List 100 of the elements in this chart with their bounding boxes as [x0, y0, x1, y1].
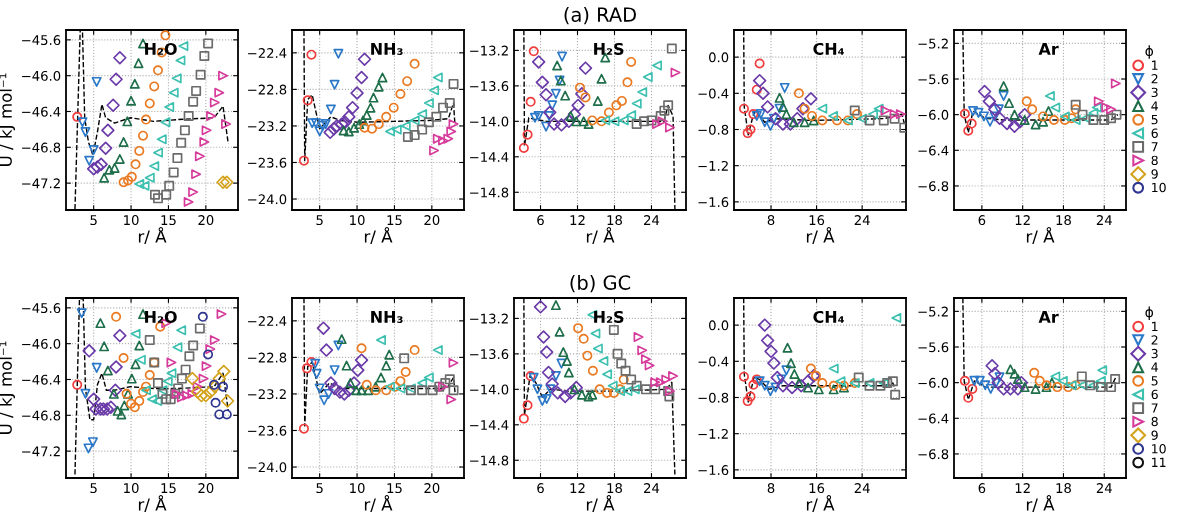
- x-tick-label: 20: [424, 483, 440, 494]
- x-tick-label: 10: [124, 215, 139, 226]
- x-tick-label: 5: [316, 483, 323, 494]
- y-tick-label: −23.2: [248, 121, 286, 132]
- annotation: NH₃: [371, 43, 403, 55]
- x-tick-label: 24: [854, 215, 870, 225]
- x-tick-label: 20: [424, 215, 440, 226]
- x-axis-title: r/ Å: [586, 495, 615, 513]
- y-tick-label: −46.4: [22, 106, 61, 117]
- legend-label: 6: [1151, 389, 1158, 400]
- legend-title: ϕ: [1145, 45, 1154, 59]
- x-tick-label: 18: [1056, 215, 1071, 226]
- annotation: CH₄: [813, 310, 844, 323]
- y-tick-label: −1.6: [698, 465, 729, 476]
- legend-label: 7: [1151, 403, 1158, 413]
- x-tick-label: 16: [809, 483, 825, 494]
- legend-label: 1: [1152, 60, 1158, 70]
- y-tick-label: −5.2: [918, 306, 948, 317]
- x-axis-title: r/ Å: [806, 495, 835, 513]
- y-tick-label: −22.8: [248, 352, 287, 363]
- y-axis-title: U / kJ mol⁻¹: [0, 341, 16, 434]
- y-tick-label: −22.8: [248, 84, 287, 95]
- y-tick-label: −47.2: [22, 446, 60, 457]
- x-tick-label: 12: [1015, 215, 1030, 225]
- y-tick-label: 0.0: [709, 320, 729, 331]
- y-tick-label: −1.2: [698, 160, 728, 171]
- x-tick-label: 16: [809, 215, 825, 226]
- legend-label: 4: [1151, 101, 1158, 111]
- y-tick-label: −14.0: [470, 384, 509, 395]
- x-tick-label: 10: [124, 483, 139, 494]
- legend-label: 10: [1152, 444, 1166, 454]
- y-tick-label: 0.0: [709, 52, 729, 63]
- legend-title: ϕ: [1145, 306, 1154, 320]
- x-tick-label: 10: [350, 215, 365, 226]
- y-axis-title: U / kJ mol⁻¹: [0, 73, 16, 166]
- x-axis-title: r/ Å: [1026, 227, 1055, 245]
- y-tick-label: −14.8: [470, 455, 509, 466]
- x-tick-label: 10: [350, 483, 365, 494]
- x-tick-label: 24: [1096, 483, 1112, 493]
- y-tick-label: −14.4: [470, 420, 509, 430]
- legend-label: 3: [1151, 348, 1158, 359]
- y-tick-label: −1.6: [698, 197, 729, 208]
- y-tick-label: −5.2: [918, 38, 948, 49]
- legend-label: 8: [1151, 416, 1158, 427]
- x-tick-label: 6: [978, 215, 986, 226]
- x-tick-label: 15: [387, 483, 402, 494]
- annotation: NH₃: [371, 311, 403, 323]
- y-tick-label: −0.4: [698, 88, 729, 99]
- x-tick-label: 24: [854, 483, 870, 493]
- legend-label: 9: [1151, 430, 1158, 440]
- legend-label: 6: [1151, 128, 1158, 138]
- legend-label: 5: [1151, 115, 1158, 125]
- x-tick-label: 5: [316, 215, 323, 226]
- x-tick-label: 12: [1015, 483, 1030, 493]
- y-tick-label: −46.8: [22, 410, 61, 421]
- x-tick-label: 20: [198, 483, 214, 494]
- x-axis-title: r/ Å: [806, 227, 835, 245]
- x-tick-label: 24: [644, 215, 660, 225]
- legend-label: 2: [1151, 74, 1158, 84]
- x-tick-label: 15: [161, 483, 176, 494]
- y-tick-label: −46.8: [22, 142, 61, 153]
- x-tick-label: 12: [570, 483, 585, 493]
- legend-label: 11: [1152, 457, 1166, 467]
- y-tick-label: −24.0: [248, 462, 287, 473]
- y-tick-label: −14.0: [470, 116, 509, 127]
- x-tick-label: 5: [90, 215, 97, 226]
- x-axis-title: r/ Å: [1026, 495, 1055, 513]
- x-tick-label: 18: [607, 483, 622, 494]
- y-tick-label: −46.0: [22, 70, 61, 81]
- y-tick-label: −47.2: [22, 178, 60, 189]
- legend-label: 9: [1151, 169, 1158, 179]
- x-tick-label: 20: [198, 215, 214, 226]
- y-tick-label: −13.6: [470, 81, 509, 92]
- legend-label: 8: [1151, 155, 1158, 166]
- x-axis-title: r/ Å: [586, 227, 615, 245]
- y-tick-label: −23.2: [248, 389, 286, 400]
- y-tick-label: −6.0: [918, 109, 949, 120]
- x-tick-label: 6: [537, 483, 544, 494]
- annotation: Ar: [1038, 311, 1059, 323]
- y-tick-label: −6.0: [918, 377, 949, 388]
- y-tick-label: −6.4: [918, 413, 949, 424]
- y-tick-label: −22.4: [248, 316, 287, 326]
- y-tick-label: −13.2: [470, 313, 508, 324]
- x-tick-label: 24: [1096, 215, 1112, 225]
- legend-label: 1: [1152, 321, 1158, 331]
- y-tick-label: −13.2: [470, 45, 508, 56]
- legend-label: 4: [1151, 362, 1158, 372]
- x-axis-title: r/ Å: [138, 227, 167, 245]
- y-tick-label: −6.8: [918, 181, 949, 192]
- y-tick-label: −45.6: [22, 303, 61, 314]
- y-tick-label: −14.4: [470, 152, 509, 162]
- y-tick-label: −45.6: [22, 35, 61, 46]
- annotation: CH₄: [813, 42, 844, 55]
- x-tick-label: 18: [607, 215, 622, 226]
- x-axis-title: r/ Å: [364, 227, 393, 245]
- annotation: Ar: [1038, 43, 1059, 55]
- y-tick-label: −5.6: [918, 342, 949, 353]
- x-tick-label: 24: [644, 483, 660, 493]
- y-tick-label: −23.6: [248, 157, 287, 168]
- chart-title: (a) RAD: [564, 6, 636, 25]
